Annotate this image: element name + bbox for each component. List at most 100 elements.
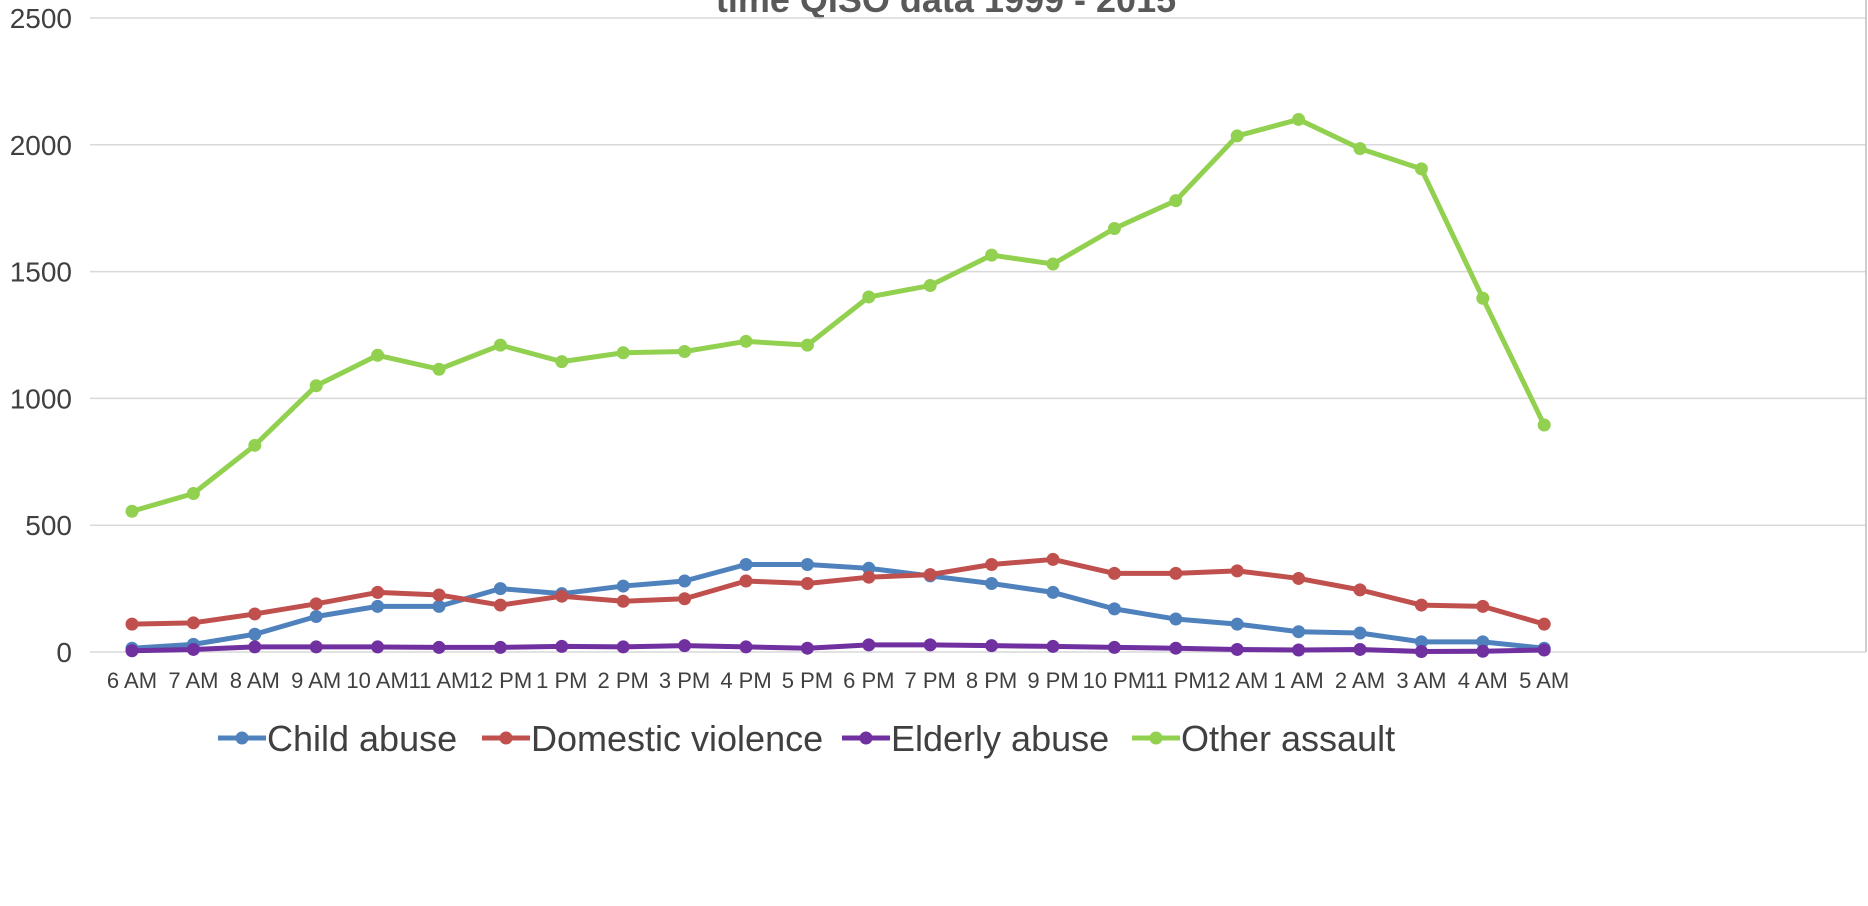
data-point [555,589,569,603]
data-point [125,504,139,518]
data-point [1537,643,1551,657]
data-point [1353,642,1367,656]
data-point [739,558,753,572]
data-point [862,290,876,304]
data-point [739,574,753,588]
data-point [309,609,323,623]
x-tick-label: 7 AM [168,668,218,693]
data-point [616,594,630,608]
series [125,638,1551,658]
data-point [432,599,446,613]
series-line [129,116,1547,514]
data-point [800,338,814,352]
data-point [1107,221,1121,235]
y-tick-label: 2000 [10,130,72,161]
data-point [1107,602,1121,616]
data-point [985,248,999,262]
data-point [371,348,385,362]
data-point [800,641,814,655]
x-tick-label: 12 PM [469,668,533,693]
data-point [248,627,262,641]
legend-label: Other assault [1181,718,1395,759]
y-tick-label: 0 [56,637,72,668]
x-tick-label: 2 AM [1335,668,1385,693]
data-point [493,640,507,654]
data-point [248,438,262,452]
data-point [923,568,937,582]
data-point [800,577,814,591]
data-point [555,639,569,653]
data-point [1414,644,1428,658]
data-point [1414,635,1428,649]
legend-marker [859,731,873,745]
series [125,112,1551,518]
legend-marker [1149,731,1163,745]
x-tick-label: 6 PM [843,668,894,693]
data-point [1107,566,1121,580]
x-tick-label: 3 PM [659,668,710,693]
legend-label: Elderly abuse [891,718,1109,759]
x-tick-label: 4 AM [1458,668,1508,693]
legend-label: Domestic violence [531,718,823,759]
data-point [1107,640,1121,654]
data-point [1292,643,1306,657]
data-point [186,616,200,630]
data-point [1292,112,1306,126]
x-tick-label: 8 PM [966,668,1017,693]
data-point [125,617,139,631]
axes: 0 500 1000 1500 2000 2500 6 AM 7 AM 8 AM 9 AM 10 A… [10,0,1867,693]
data-point [1353,583,1367,597]
data-point [739,640,753,654]
data-point [1046,257,1060,271]
data-point [1476,644,1490,658]
data-point [432,362,446,376]
series-line [129,562,1547,651]
x-tick-label: 5 AM [1519,668,1569,693]
gridlines [90,17,1866,653]
data-point [1046,552,1060,566]
series-line [129,642,1547,654]
data-point [923,279,937,293]
data-point [1169,566,1183,580]
data-point [1046,639,1060,653]
data-point [1169,612,1183,626]
x-tick-label: 7 PM [905,668,956,693]
x-tick-label: 1 AM [1274,668,1324,693]
data-point [1169,641,1183,655]
data-point [1230,617,1244,631]
data-point [678,639,692,653]
data-point [555,355,569,369]
legend-item: Other assault [1132,718,1395,759]
data-point [248,640,262,654]
series [125,552,1551,631]
data-point [1230,129,1244,143]
data-point [616,640,630,654]
data-point [493,598,507,612]
data-point [1353,142,1367,156]
y-tick-label: 1500 [10,257,72,288]
data-point [1169,194,1183,208]
x-tick-label: 9 AM [291,668,341,693]
x-tick-label: 9 PM [1027,668,1078,693]
data-point [985,558,999,572]
data-point [125,644,139,658]
y-tick-label: 500 [25,510,72,541]
data-point [739,334,753,348]
data-point [371,599,385,613]
data-point [309,597,323,611]
chart-title: time QISO data 1999 - 2015 [716,0,1176,20]
data-point [985,577,999,591]
x-tick-label: 12 AM [1206,668,1268,693]
data-point [1414,598,1428,612]
data-point [862,570,876,584]
data-point [1414,162,1428,176]
legend-item: Child abuse [218,718,457,759]
data-point [1537,418,1551,432]
y-tick-label: 1000 [10,383,72,414]
x-tick-label: 2 PM [598,668,649,693]
data-point [923,638,937,652]
legend-item: Elderly abuse [842,718,1109,759]
series-group [125,112,1551,658]
